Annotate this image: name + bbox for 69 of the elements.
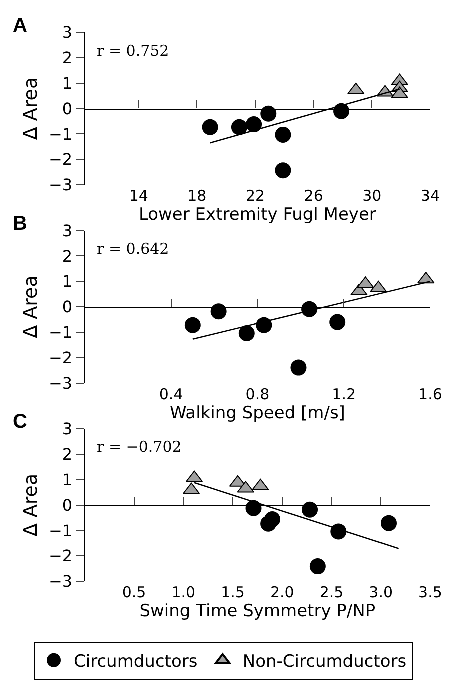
x-tick-label: 3.5 bbox=[418, 584, 442, 602]
point bbox=[302, 502, 318, 518]
y-tick-label: 3 bbox=[62, 23, 73, 42]
point bbox=[264, 512, 280, 528]
chart-title: C bbox=[13, 411, 28, 433]
x-tick-label: 26 bbox=[304, 187, 324, 206]
chart-title: B bbox=[13, 213, 28, 235]
x-tick-label: 1.5 bbox=[221, 584, 245, 602]
point bbox=[184, 317, 201, 334]
y-tick-label: −2 bbox=[48, 348, 73, 368]
y-axis-title: Δ Area bbox=[20, 77, 42, 140]
x-tick-label: 0.4 bbox=[159, 385, 184, 404]
x-tick-label: 30 bbox=[362, 187, 382, 206]
x-tick-label: 1.0 bbox=[172, 584, 196, 602]
y-tick-label: 2 bbox=[62, 445, 73, 464]
y-axis-title: Δ Area bbox=[20, 474, 42, 537]
annotation: r = 0.642 bbox=[97, 240, 170, 258]
y-tick-label: 0 bbox=[62, 496, 73, 515]
y-tick-label: −3 bbox=[48, 374, 73, 393]
y-tick-label: −3 bbox=[48, 176, 73, 195]
y-tick-label: −2 bbox=[48, 150, 73, 170]
x-tick-label: 0.8 bbox=[246, 385, 270, 404]
y-tick-label: 2 bbox=[62, 48, 73, 68]
point bbox=[260, 106, 277, 122]
y-tick-label: −1 bbox=[48, 124, 73, 144]
y-tick-label: 1 bbox=[62, 74, 73, 93]
legend-label: Non-Circumductors bbox=[242, 652, 407, 672]
chart-title: A bbox=[13, 15, 28, 37]
x-axis-title: Lower Extremity Fugl Meyer bbox=[138, 205, 376, 226]
y-tick-label: −1 bbox=[48, 521, 73, 540]
y-tick-label: −1 bbox=[48, 323, 73, 342]
x-axis-title: Swing Time Symmetry P/NP bbox=[140, 602, 376, 622]
x-tick-label: 14 bbox=[129, 187, 148, 206]
x-tick-label: 34 bbox=[420, 187, 440, 206]
y-tick-label: 0 bbox=[62, 298, 73, 317]
point bbox=[246, 116, 262, 133]
y-tick-label: 2 bbox=[62, 246, 73, 266]
point bbox=[310, 558, 326, 575]
legend-label: Circumductors bbox=[74, 652, 198, 672]
y-tick-label: 0 bbox=[62, 99, 73, 118]
y-tick-label: −2 bbox=[48, 546, 73, 566]
point bbox=[231, 119, 248, 136]
x-tick-label: 2.5 bbox=[320, 584, 344, 602]
x-tick-label: 1.2 bbox=[332, 385, 356, 404]
point bbox=[290, 360, 307, 376]
point bbox=[275, 126, 292, 143]
point bbox=[256, 317, 272, 334]
annotation: r = 0.752 bbox=[97, 42, 170, 60]
y-tick-label: 1 bbox=[62, 470, 73, 490]
x-axis-title: Walking Speed [m/s] bbox=[170, 403, 346, 424]
point bbox=[381, 515, 397, 532]
annotation: r = −0.702 bbox=[97, 438, 182, 456]
y-tick-label: 3 bbox=[62, 420, 73, 439]
x-tick-label: 18 bbox=[188, 187, 207, 206]
point bbox=[330, 524, 347, 540]
x-tick-label: 1.6 bbox=[418, 385, 442, 404]
point bbox=[275, 162, 292, 179]
point bbox=[330, 314, 346, 330]
point bbox=[210, 304, 227, 320]
y-axis-title: Δ Area bbox=[20, 276, 42, 338]
x-tick-label: 22 bbox=[246, 187, 266, 206]
point bbox=[238, 325, 255, 342]
point bbox=[202, 119, 218, 136]
x-tick-label: 3.0 bbox=[369, 584, 394, 602]
y-tick-label: 1 bbox=[62, 272, 73, 292]
x-tick-label: 0.5 bbox=[122, 584, 146, 602]
x-tick-label: 2.0 bbox=[270, 584, 294, 602]
y-tick-label: −3 bbox=[48, 572, 73, 592]
y-tick-label: 3 bbox=[62, 221, 73, 240]
